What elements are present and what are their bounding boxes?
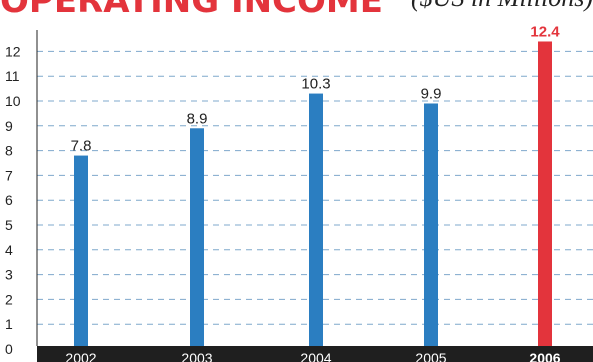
y-tick-label: 0	[5, 341, 13, 357]
bar-2006	[538, 41, 552, 346]
y-tick-label: 9	[5, 118, 13, 134]
x-label-2006: 2006	[529, 350, 560, 362]
x-axis-labels: 2002 2003 2004 2005 2006	[65, 350, 560, 362]
y-tick-label: 10	[5, 93, 21, 109]
y-tick-label: 7	[5, 167, 13, 183]
y-tick-label: 8	[5, 143, 13, 159]
data-label-2006: 12.4	[530, 23, 560, 40]
data-label-2004: 10.3	[301, 76, 330, 93]
data-label-2003: 8.9	[187, 110, 208, 127]
bar-2002	[74, 155, 88, 346]
x-label-2005: 2005	[415, 350, 446, 362]
x-label-2002: 2002	[65, 350, 96, 362]
y-tick-label: 3	[5, 267, 13, 283]
x-axis-band	[37, 346, 593, 362]
y-tick-label: 11	[5, 68, 20, 84]
data-label-2002: 7.8	[71, 138, 92, 155]
y-tick-label: 5	[5, 217, 13, 233]
bars	[74, 41, 552, 346]
bar-2004	[309, 93, 323, 346]
data-labels: 7.8 8.9 10.3 9.9 12.4	[71, 23, 561, 154]
bar-2003	[190, 128, 204, 346]
bar-2005	[424, 103, 438, 346]
y-tick-label: 2	[5, 291, 13, 307]
y-tick-label: 12	[5, 43, 21, 59]
x-label-2003: 2003	[181, 350, 212, 362]
chart-title: OPERATING INCOME	[0, 0, 383, 21]
data-label-2005: 9.9	[421, 85, 442, 102]
y-tick-label: 1	[5, 316, 13, 332]
x-label-2004: 2004	[300, 350, 331, 362]
y-tick-label: 6	[5, 192, 13, 208]
chart-subtitle: ($US in Millions)	[411, 0, 593, 12]
y-tick-label: 4	[5, 242, 13, 258]
